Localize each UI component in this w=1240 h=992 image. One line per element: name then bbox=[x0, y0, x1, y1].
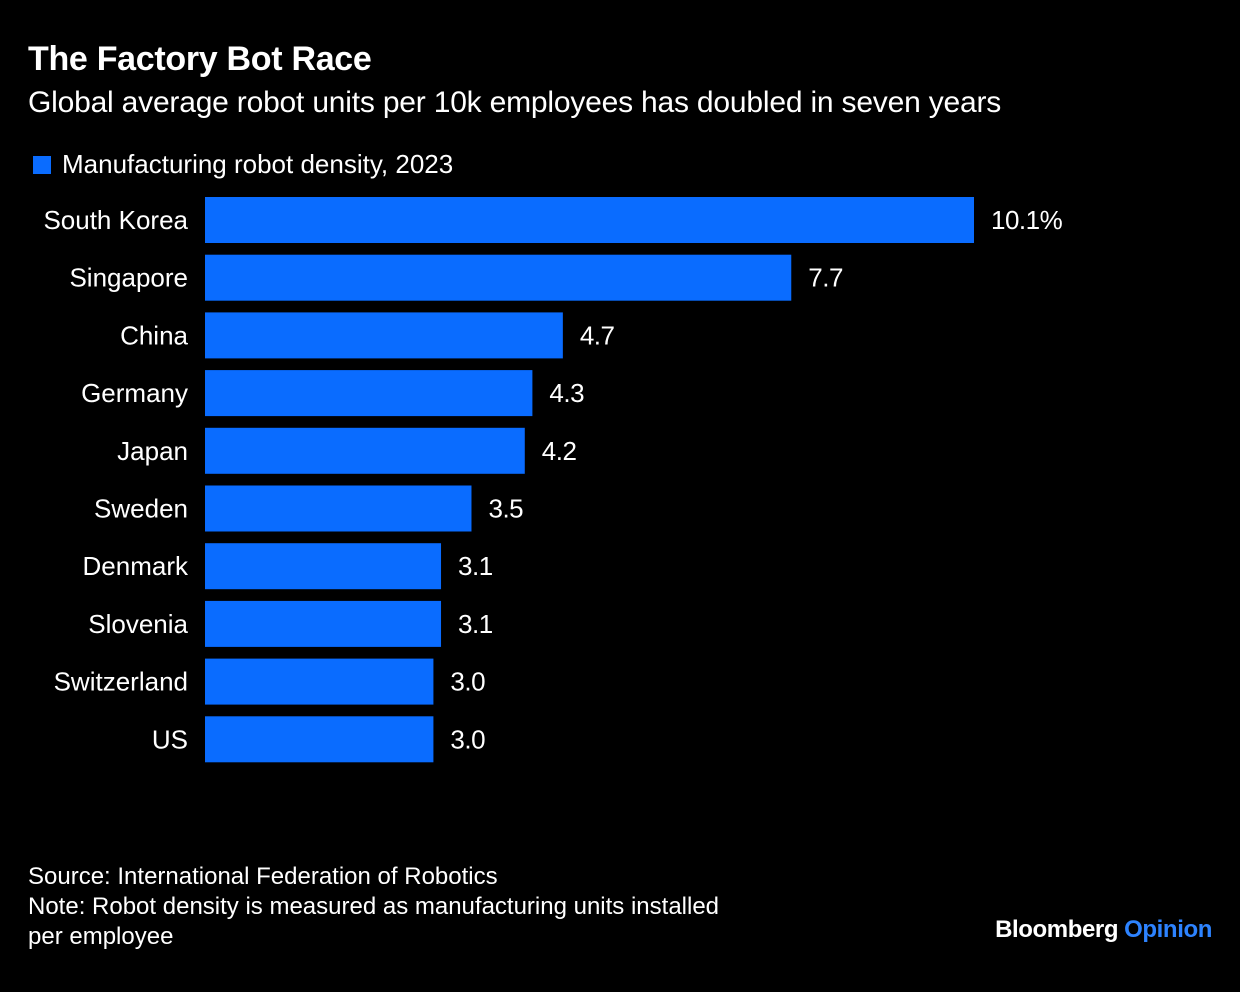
category-label: US bbox=[152, 724, 188, 754]
category-label: China bbox=[120, 320, 188, 350]
legend: Manufacturing robot density, 2023 bbox=[33, 149, 453, 180]
bar bbox=[205, 427, 525, 474]
value-label: 7.7 bbox=[808, 263, 843, 293]
bar bbox=[205, 370, 533, 417]
legend-label: Manufacturing robot density, 2023 bbox=[62, 149, 454, 179]
value-label: 3.0 bbox=[450, 667, 485, 697]
value-label: 10.1% bbox=[991, 205, 1063, 235]
note-text-line-2: per employee bbox=[28, 923, 174, 950]
category-label: Sweden bbox=[94, 494, 188, 524]
bar bbox=[205, 658, 434, 705]
value-label: 3.5 bbox=[488, 494, 523, 524]
value-label: 3.1 bbox=[458, 609, 493, 639]
chart-subtitle: Global average robot units per 10k emplo… bbox=[28, 86, 1002, 119]
footer: Source: International Federation of Robo… bbox=[28, 862, 719, 952]
bar bbox=[205, 543, 442, 590]
bar bbox=[205, 254, 792, 301]
category-label: Japan bbox=[117, 436, 188, 466]
bar bbox=[205, 312, 563, 359]
brand-section: Opinion bbox=[1124, 916, 1212, 943]
category-label: Singapore bbox=[69, 263, 188, 293]
category-label: Denmark bbox=[83, 551, 189, 581]
category-label: Switzerland bbox=[54, 667, 188, 697]
value-label: 4.7 bbox=[580, 320, 615, 350]
bar bbox=[205, 600, 442, 647]
value-label: 4.3 bbox=[549, 378, 584, 408]
value-label: 4.2 bbox=[542, 436, 577, 466]
bar bbox=[205, 716, 434, 763]
bloomberg-opinion-logo: Bloomberg Opinion bbox=[995, 916, 1212, 944]
legend-swatch-icon bbox=[33, 155, 51, 174]
bar bbox=[205, 485, 472, 532]
category-label: South Korea bbox=[43, 205, 188, 235]
value-label: 3.0 bbox=[450, 724, 485, 754]
bar-chart: South Korea 10.1% Singapore 7.7 China 4.7 Germ… bbox=[43, 197, 1063, 763]
chart-title: The Factory Bot Race bbox=[28, 40, 372, 78]
value-label: 3.1 bbox=[458, 551, 493, 581]
note-text-line-1: Note: Robot density is measured as manuf… bbox=[28, 893, 720, 920]
source-text: Source: International Federation of Robo… bbox=[28, 863, 498, 890]
brand-name: Bloomberg bbox=[995, 916, 1119, 943]
category-label: Slovenia bbox=[88, 609, 188, 639]
category-label: Germany bbox=[81, 378, 188, 408]
bar bbox=[205, 197, 974, 243]
